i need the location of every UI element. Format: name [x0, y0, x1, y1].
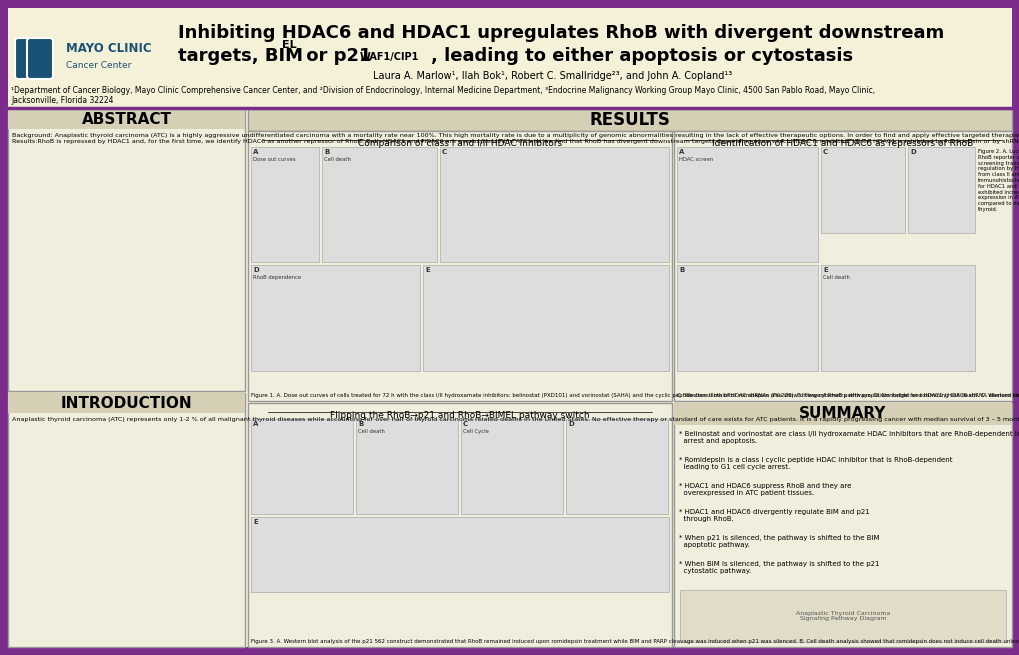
Text: Figure 3. A. Western blot analysis of the p21 562 construct demonstrated that Rh: Figure 3. A. Western blot analysis of th…	[251, 639, 1019, 644]
Text: RESULTS: RESULTS	[589, 111, 669, 129]
Text: Figure 2. A. Luciferase
RhoB reporter assay for
screening transcription
regulati: Figure 2. A. Luciferase RhoB reporter as…	[977, 149, 1019, 212]
Text: Laura A. Marlow¹, Ilah Bok¹, Robert C. Smallridge²³, and John A. Copland¹³: Laura A. Marlow¹, Ilah Bok¹, Robert C. S…	[373, 71, 732, 81]
Text: targets, BIM: targets, BIM	[178, 47, 303, 65]
FancyBboxPatch shape	[26, 38, 53, 79]
Bar	[820, 265, 974, 371]
Text: HDAC screen: HDAC screen	[679, 157, 712, 162]
Text: D: D	[568, 421, 573, 427]
Bar	[251, 147, 319, 262]
Text: * Romidepsin is a class I cyclic peptide HDAC inhibitor that is RhoB-dependent
 : * Romidepsin is a class I cyclic peptide…	[679, 457, 952, 470]
Text: INTRODUCTION: INTRODUCTION	[60, 396, 193, 411]
Bar	[680, 590, 1005, 642]
Text: C. Western blots of HDAC shRNAs also show divergent RhoB pathways. D. Nontarget : C. Western blots of HDAC shRNAs also sho…	[677, 393, 1019, 398]
Text: or p21: or p21	[300, 47, 371, 65]
Text: E: E	[425, 267, 429, 273]
Text: * HDAC1 and HDAC6 divergently regulate BIM and p21
  through RhoB.: * HDAC1 and HDAC6 divergently regulate B…	[679, 509, 869, 522]
Text: WAF1/CIP1: WAF1/CIP1	[360, 52, 419, 62]
Bar	[907, 147, 974, 233]
Bar	[674, 131, 1011, 401]
Text: D: D	[253, 267, 259, 273]
Bar	[322, 147, 436, 262]
Bar	[674, 403, 1011, 425]
Text: Cell death: Cell death	[822, 275, 849, 280]
Text: Identification of HDAC1 and HDAC6 as repressors of RhoB: Identification of HDAC1 and HDAC6 as rep…	[711, 139, 973, 148]
Text: ¹Department of Cancer Biology, Mayo Clinic Comprehensive Cancer Center, and ²Div: ¹Department of Cancer Biology, Mayo Clin…	[11, 86, 874, 105]
Text: C: C	[822, 149, 827, 155]
Text: EL: EL	[281, 40, 297, 50]
Bar	[8, 109, 245, 129]
Bar	[423, 265, 668, 371]
Bar	[820, 147, 904, 233]
Bar	[356, 419, 458, 514]
Text: C: C	[463, 421, 468, 427]
Bar	[677, 265, 817, 371]
Text: Flipping the RhoB→p21 and RhoB→BIMEL pathway switch: Flipping the RhoB→p21 and RhoB→BIMEL pat…	[330, 411, 589, 420]
Text: B: B	[358, 421, 363, 427]
Bar	[251, 419, 353, 514]
Text: E: E	[822, 267, 827, 273]
Bar	[8, 393, 245, 647]
Text: * Belinostat and vorinostat are class I/II hydroxamate HDAC inhibitors that are : * Belinostat and vorinostat are class I/…	[679, 431, 1019, 444]
Text: A: A	[253, 421, 258, 427]
Bar	[566, 419, 667, 514]
Text: Dose out curves: Dose out curves	[253, 157, 296, 162]
Bar	[677, 147, 817, 262]
Text: A: A	[679, 149, 684, 155]
Text: * When BIM is silenced, the pathway is shifted to the p21
  cytostatic pathway.: * When BIM is silenced, the pathway is s…	[679, 561, 878, 574]
Bar	[674, 403, 1011, 647]
Text: Background: Anaplastic thyroid carcinoma (ATC) is a highly aggressive undifferen: Background: Anaplastic thyroid carcinoma…	[12, 133, 1019, 144]
Text: * When p21 is silenced, the pathway is shifted to the BIM
  apoptotic pathway.: * When p21 is silenced, the pathway is s…	[679, 535, 878, 548]
Text: B: B	[324, 149, 329, 155]
Text: Comparison of class I and I/II HDAC inhibitors: Comparison of class I and I/II HDAC inhi…	[358, 139, 561, 148]
Text: C: C	[441, 149, 446, 155]
Bar	[8, 109, 245, 391]
Bar	[461, 419, 562, 514]
Text: Figure 1. A. Dose out curves of cells treated for 72 h with the class I/II hydro: Figure 1. A. Dose out curves of cells tr…	[251, 393, 1019, 398]
Text: RhoB dependence: RhoB dependence	[253, 275, 301, 280]
Text: ABSTRACT: ABSTRACT	[82, 111, 171, 126]
Bar	[248, 131, 672, 401]
Bar	[248, 403, 672, 647]
Text: A: A	[253, 149, 258, 155]
Text: Cancer Center: Cancer Center	[66, 60, 131, 69]
Text: B: B	[679, 267, 684, 273]
Bar	[251, 517, 668, 592]
Text: Anaplastic Thyroid Carcinoma
Signaling Pathway Diagram: Anaplastic Thyroid Carcinoma Signaling P…	[795, 610, 890, 622]
Bar	[8, 393, 245, 413]
Text: * HDAC1 and HDAC6 suppress RhoB and they are
  overexpressed in ATC patient tiss: * HDAC1 and HDAC6 suppress RhoB and they…	[679, 483, 851, 496]
Bar	[251, 265, 420, 371]
Text: Cell death: Cell death	[358, 429, 384, 434]
Bar	[248, 109, 1011, 131]
Text: MAYO CLINIC: MAYO CLINIC	[66, 43, 152, 56]
Text: Cell death: Cell death	[324, 157, 351, 162]
Text: , leading to either apoptosis or cytostasis: , leading to either apoptosis or cytosta…	[431, 47, 852, 65]
Text: Cell Cycle: Cell Cycle	[463, 429, 488, 434]
FancyBboxPatch shape	[15, 38, 41, 79]
Text: Inhibiting HDAC6 and HDAC1 upregulates RhoB with divergent downstream: Inhibiting HDAC6 and HDAC1 upregulates R…	[178, 24, 944, 42]
Text: Anaplastic thyroid carcinoma (ATC) represents only 1-2 % of all malignant thyroi: Anaplastic thyroid carcinoma (ATC) repre…	[12, 417, 1019, 422]
Bar	[439, 147, 668, 262]
Text: D: D	[909, 149, 915, 155]
Text: E: E	[253, 519, 258, 525]
Text: SUMMARY: SUMMARY	[799, 407, 886, 422]
